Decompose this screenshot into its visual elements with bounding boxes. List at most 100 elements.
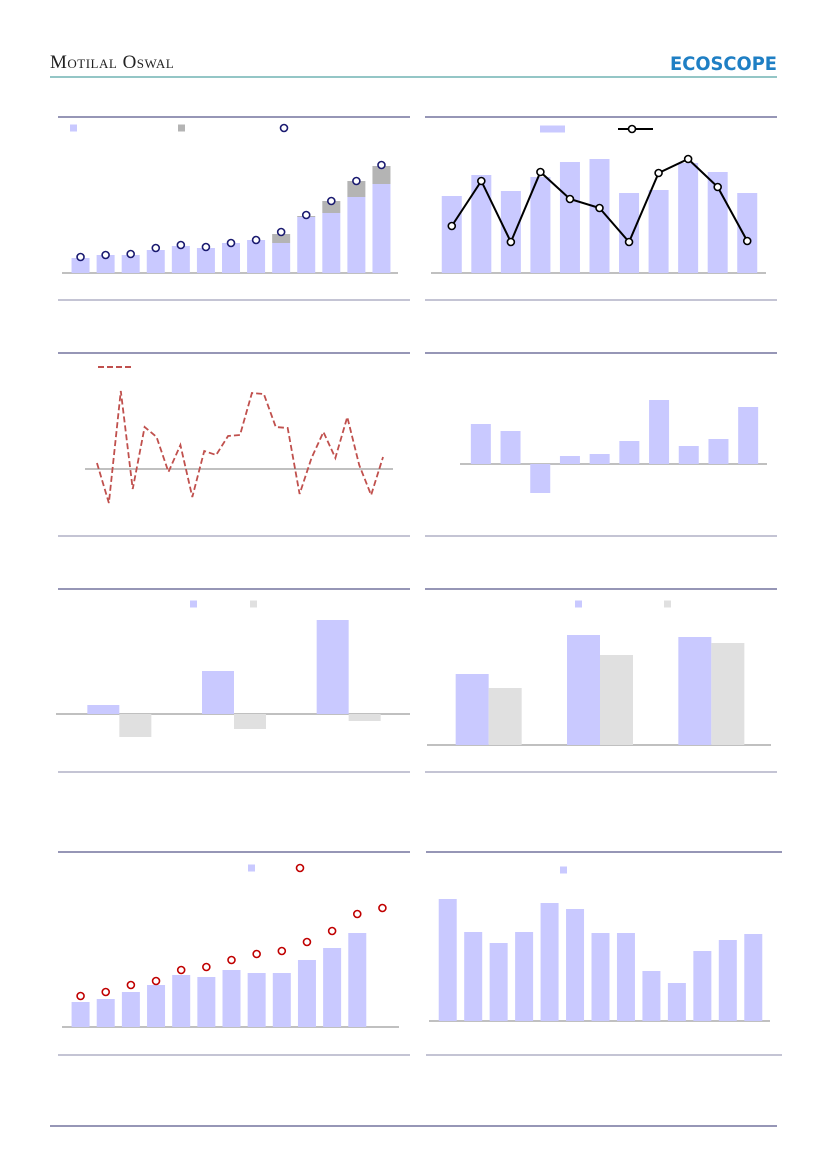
marker	[101, 250, 110, 260]
bar	[559, 456, 580, 464]
bar	[488, 688, 522, 745]
legend-swatch	[560, 866, 567, 874]
bar	[247, 973, 266, 1027]
bar	[322, 201, 341, 213]
bar	[322, 213, 341, 273]
bar	[71, 258, 90, 273]
marker	[76, 252, 85, 262]
marker	[201, 242, 211, 252]
marker	[352, 909, 362, 919]
bar	[96, 255, 115, 273]
bar	[234, 714, 266, 729]
bar	[737, 193, 758, 273]
bar	[455, 674, 489, 745]
bar	[470, 424, 491, 464]
legend-swatch	[70, 124, 77, 132]
bar	[589, 454, 610, 464]
bar	[540, 903, 559, 1021]
marker	[506, 237, 516, 247]
line	[96, 390, 384, 504]
bar	[616, 933, 635, 1021]
bar	[222, 243, 240, 273]
bar	[71, 1002, 90, 1027]
legend-swatch	[295, 863, 305, 873]
marker	[536, 167, 545, 177]
marker	[377, 160, 386, 170]
bar	[197, 977, 216, 1027]
marker	[202, 962, 211, 972]
bar	[438, 899, 457, 1021]
marker	[176, 240, 186, 250]
bar	[500, 431, 521, 464]
legend-swatch	[279, 123, 289, 133]
bar	[619, 441, 640, 464]
marker	[126, 249, 135, 259]
bar	[347, 181, 366, 197]
bar	[323, 948, 342, 1027]
legend-swatch	[664, 600, 671, 608]
marker	[477, 176, 486, 186]
bar	[711, 643, 745, 745]
marker	[252, 949, 261, 959]
marker	[251, 235, 261, 245]
bar	[530, 464, 551, 493]
bar	[297, 217, 316, 273]
bar	[247, 240, 266, 273]
bar	[316, 620, 349, 714]
bar	[589, 159, 610, 273]
legend-swatch	[250, 600, 257, 608]
bar	[619, 193, 640, 273]
marker	[126, 980, 136, 990]
bar	[530, 177, 551, 273]
bar	[441, 196, 462, 273]
bar	[222, 970, 241, 1027]
bar	[738, 407, 759, 464]
legend-swatch	[575, 600, 582, 608]
marker	[101, 987, 111, 997]
bar	[348, 933, 367, 1027]
legend-swatch	[248, 864, 255, 872]
bar	[566, 909, 585, 1021]
marker	[447, 221, 457, 231]
bar	[693, 951, 712, 1021]
marker	[352, 176, 361, 186]
bar	[119, 714, 152, 737]
marker	[327, 926, 337, 936]
logo: ECOSCOPE	[670, 53, 777, 75]
bar	[591, 933, 610, 1021]
bar	[146, 250, 165, 273]
legend-swatch	[627, 124, 637, 134]
marker	[327, 196, 336, 206]
bar	[567, 635, 600, 745]
bar	[372, 184, 391, 273]
bar	[678, 163, 699, 273]
legend-swatch	[190, 600, 197, 608]
bar	[471, 175, 492, 273]
marker	[277, 946, 287, 956]
bar	[600, 655, 633, 745]
marker	[151, 976, 161, 986]
marker	[378, 903, 387, 913]
bar	[489, 943, 508, 1021]
bar	[718, 940, 737, 1021]
bar	[708, 439, 729, 464]
bar	[515, 932, 534, 1021]
legend-swatch	[540, 125, 565, 133]
marker	[76, 991, 85, 1001]
bar	[147, 985, 166, 1027]
bar	[559, 162, 580, 273]
charts	[56, 116, 782, 1056]
bar	[648, 190, 669, 273]
bar	[464, 932, 483, 1021]
marker	[301, 210, 311, 220]
bar	[744, 934, 763, 1021]
bar	[297, 960, 316, 1027]
bar	[196, 248, 215, 273]
bar	[272, 973, 291, 1027]
bar	[372, 166, 391, 184]
marker	[227, 955, 236, 965]
bar	[678, 637, 712, 745]
marker	[713, 182, 722, 192]
marker	[302, 937, 312, 947]
bar	[272, 234, 291, 243]
